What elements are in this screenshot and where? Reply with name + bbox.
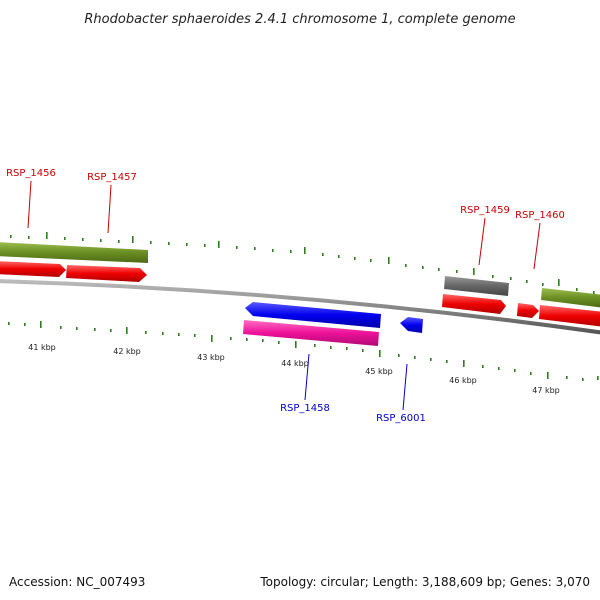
leader-line-rsp1458 — [304, 353, 310, 401]
tick-label-43kbp: 43 kbp — [197, 353, 225, 362]
cds-arrow-rsp1456[interactable] — [0, 261, 66, 277]
tick-label-44kbp: 44 kbp — [281, 359, 309, 368]
cds-arrow-rsp1460b[interactable] — [539, 305, 600, 327]
leader-line-rsp1459 — [478, 217, 486, 266]
tick-label-45kbp: 45 kbp — [365, 367, 393, 376]
gene-label-rsp1459[interactable]: RSP_1459 — [460, 205, 510, 216]
reverse-gene-labels: RSP_1458 RSP_6001 — [280, 353, 426, 424]
tick-labels: 41 kbp 42 kbp 43 kbp 44 kbp 45 kbp 46 kb… — [28, 343, 560, 395]
tick-label-47kbp: 47 kbp — [532, 386, 560, 395]
tick-label-41kbp: 41 kbp — [28, 343, 56, 352]
gene-bar-rsp1458-cog[interactable] — [243, 320, 379, 346]
leader-line-rsp1456 — [27, 180, 32, 229]
gene-bar-rsp1456-1457-cog[interactable] — [0, 242, 148, 263]
gene-label-rsp1458[interactable]: RSP_1458 — [280, 403, 330, 414]
reverse-cds-track — [243, 302, 423, 346]
tick-label-46kbp: 46 kbp — [449, 376, 477, 385]
genome-summary-text: Topology: circular; Length: 3,188,609 bp… — [259, 575, 590, 589]
gene-label-rsp1457[interactable]: RSP_1457 — [87, 172, 137, 183]
forward-cds-track — [0, 261, 600, 327]
inner-tick-row — [8, 321, 599, 381]
cds-arrow-rsp1460a[interactable] — [517, 303, 539, 318]
tick-label-42kbp: 42 kbp — [113, 347, 141, 356]
gene-bar-rsp1459-cog[interactable] — [444, 276, 509, 296]
leader-line-rsp6001 — [402, 363, 408, 411]
gene-label-rsp1460[interactable]: RSP_1460 — [515, 210, 565, 221]
leader-line-rsp1457 — [107, 184, 112, 234]
forward-cog-track — [0, 242, 600, 308]
gene-label-rsp1456[interactable]: RSP_1456 — [6, 168, 56, 179]
forward-gene-labels: RSP_1456 RSP_1457 RSP_1459 RSP_1460 — [6, 168, 565, 270]
map-title: Rhodobacter sphaeroides 2.4.1 chromosome… — [84, 12, 515, 27]
cds-arrow-rsp6001[interactable] — [400, 317, 423, 333]
cds-arrow-rsp1457[interactable] — [66, 265, 147, 282]
gene-bar-rsp1460-cog[interactable] — [541, 288, 600, 308]
leader-line-rsp1460 — [533, 222, 541, 270]
accession-text: Accession: NC_007493 — [9, 575, 145, 589]
outer-tick-row — [10, 232, 595, 294]
chromosome-backbone — [0, 279, 600, 335]
cds-arrow-rsp1459[interactable] — [442, 294, 506, 314]
gene-label-rsp6001[interactable]: RSP_6001 — [376, 413, 426, 424]
cds-arrow-rsp1458[interactable] — [245, 302, 381, 328]
